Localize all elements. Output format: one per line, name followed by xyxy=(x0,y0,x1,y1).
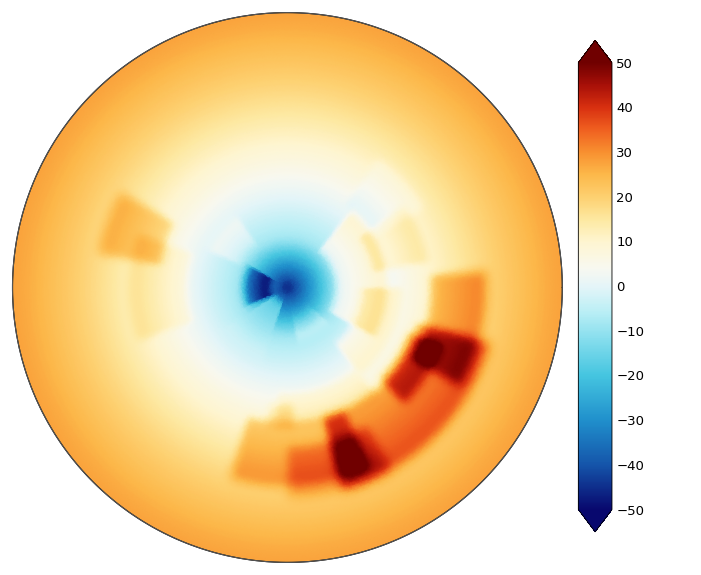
Circle shape xyxy=(13,13,562,562)
PathPatch shape xyxy=(578,509,612,532)
PathPatch shape xyxy=(578,40,612,63)
